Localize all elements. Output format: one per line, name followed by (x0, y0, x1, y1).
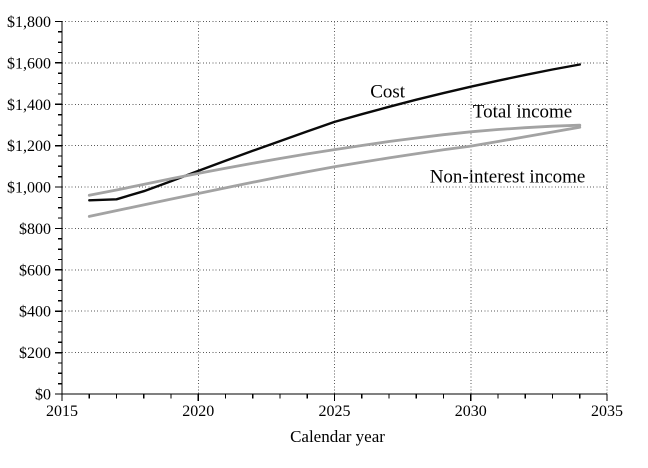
y-tick-label: $200 (19, 345, 51, 362)
x-tick-label: 2020 (182, 403, 214, 420)
x-tick-label: 2025 (319, 403, 351, 420)
y-tick-label: $800 (19, 221, 51, 238)
x-tick-label: 2015 (46, 403, 78, 420)
x-tick-label: 2035 (591, 403, 623, 420)
y-tick-label: $600 (19, 262, 51, 279)
series-label-cost: Cost (370, 82, 406, 103)
series-label-non-interest-income: Non-interest income (430, 167, 586, 188)
y-tick-label: $1,600 (7, 55, 51, 72)
x-tick-label: 2030 (455, 403, 487, 420)
y-tick-label: $1,000 (7, 180, 51, 197)
y-tick-label: $400 (19, 304, 51, 321)
series-line-cost (88, 63, 581, 202)
series-line-total-income (87, 123, 582, 197)
series-label-total-income: Total income (473, 101, 572, 122)
y-tick-label: $0 (35, 387, 51, 404)
y-tick-label: $1,200 (7, 138, 51, 155)
series-line-non-interest-income (87, 125, 582, 218)
y-tick-label: $1,400 (7, 97, 51, 114)
x-axis-title: Calendar year (290, 427, 385, 446)
y-tick-label: $1,800 (7, 14, 51, 31)
